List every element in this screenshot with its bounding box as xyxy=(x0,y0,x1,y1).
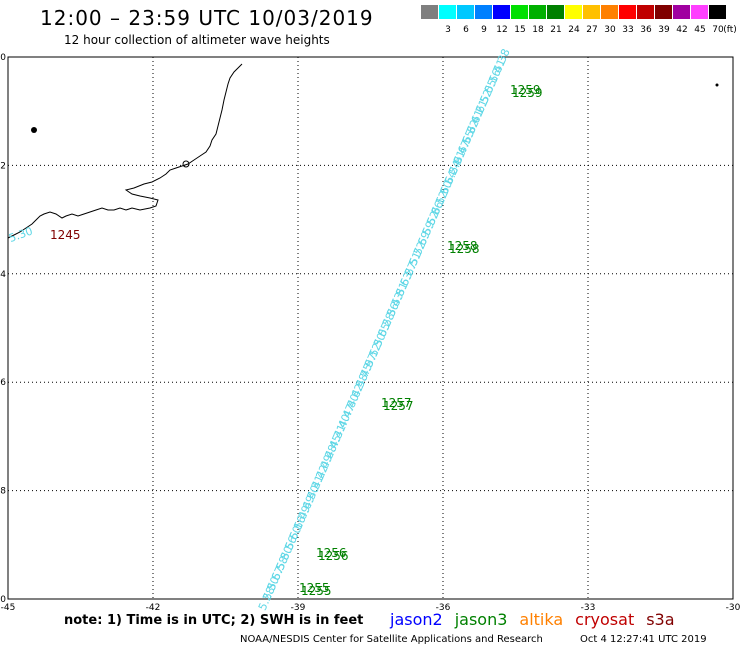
island-marker xyxy=(31,127,37,133)
island-marker xyxy=(715,83,719,87)
pass-labels: 1259125912581258125712571256125612551255… xyxy=(50,83,543,598)
pass-time-label: 1257 xyxy=(383,399,414,413)
legend-label: 42 xyxy=(676,25,688,35)
satellite-label: s3a xyxy=(646,610,675,629)
legend-label: 39 xyxy=(658,25,670,35)
lat-tick-label: -22 xyxy=(0,161,6,171)
legend-label: 27 xyxy=(586,25,598,35)
satellite-label: altika xyxy=(519,610,564,629)
map-title: 12:00 – 23:59 UTC 10/03/2019 xyxy=(40,6,374,30)
pass-time-label: 1257 xyxy=(381,396,412,410)
altimeter-track: 5.385.415.165.056.526.216.416.326.556.47… xyxy=(7,47,513,613)
island-marker xyxy=(182,160,190,168)
lat-tick-label: -26 xyxy=(0,378,6,388)
legend-label: 9 xyxy=(481,25,487,35)
legend-unit: (ft) xyxy=(723,25,737,35)
pass-time-label: 1258 xyxy=(449,242,480,256)
footer-note: note: 1) Time is in UTC; 2) SWH is in fe… xyxy=(64,613,364,628)
legend-label: 15 xyxy=(514,25,526,35)
pass-time-label: 1255 xyxy=(299,581,330,595)
satellite-label: cryosat xyxy=(575,610,635,629)
pass-time-label: 1245 xyxy=(50,228,81,242)
map-frame xyxy=(7,56,734,600)
pass-time-label: 1256 xyxy=(316,546,347,560)
legend-label: 45 xyxy=(694,25,706,35)
pass-time-label: 1258 xyxy=(447,239,478,253)
legend-swatch xyxy=(565,5,582,19)
legend-swatch xyxy=(493,5,510,19)
legend-swatch xyxy=(637,5,654,19)
lon-tick-label: -42 xyxy=(146,603,161,613)
coastline xyxy=(7,63,719,239)
legend-label: 30 xyxy=(604,25,616,35)
legend-swatch xyxy=(709,5,726,19)
legend-label: 3 xyxy=(445,25,451,35)
legend-swatch xyxy=(511,5,528,19)
graticule: -45 -42 -39 -36 -33 -30 -20 -22 -24 -26 -28 -30 xyxy=(0,53,740,613)
legend-swatch xyxy=(619,5,636,19)
legend-swatch xyxy=(583,5,600,19)
legend-swatch xyxy=(439,5,456,19)
lat-tick-label: -24 xyxy=(0,270,6,280)
pass-time-label: 1256 xyxy=(318,549,349,563)
legend-swatch xyxy=(475,5,492,19)
pass-time-label: 1259 xyxy=(510,83,541,97)
legend-label: 24 xyxy=(568,25,580,35)
legend-swatch xyxy=(421,5,438,19)
legend-swatch xyxy=(655,5,672,19)
lat-tick-label: -20 xyxy=(0,53,6,63)
legend-swatch xyxy=(601,5,618,19)
legend-swatch xyxy=(529,5,546,19)
swh-value: 5.30 xyxy=(7,224,34,245)
legend-label: 70 xyxy=(712,25,724,35)
lon-tick-label: -36 xyxy=(436,603,451,613)
pass-time-label: 1255 xyxy=(301,584,332,598)
satellite-legend: jason2 jason3 altika cryosat s3a xyxy=(390,610,687,629)
lon-tick-label: -45 xyxy=(1,603,16,613)
map-subtitle: 12 hour collection of altimeter wave hei… xyxy=(64,33,330,47)
lon-tick-label: -30 xyxy=(726,603,740,613)
legend-swatch xyxy=(547,5,564,19)
lat-tick-label: -28 xyxy=(0,487,6,497)
legend-label: 21 xyxy=(550,25,562,35)
satellite-label: jason3 xyxy=(454,610,508,629)
legend-label: 12 xyxy=(496,25,508,35)
coastline-path xyxy=(7,63,243,239)
lon-tick-label: -39 xyxy=(291,603,306,613)
generated-timestamp: Oct 4 12:27:41 UTC 2019 xyxy=(580,634,707,645)
lon-tick-label: -33 xyxy=(581,603,596,613)
credit-text: NOAA/NESDIS Center for Satellite Applica… xyxy=(240,634,543,645)
legend-label: 18 xyxy=(532,25,544,35)
legend-label: 33 xyxy=(622,25,634,35)
satellite-label: jason2 xyxy=(390,610,443,629)
lat-tick-label: -30 xyxy=(0,595,6,605)
legend-label: 6 xyxy=(463,25,469,35)
legend-swatch xyxy=(457,5,474,19)
legend-label: 36 xyxy=(640,25,652,35)
legend-swatch xyxy=(673,5,690,19)
legend-swatch xyxy=(691,5,708,19)
pass-time-label: 1259 xyxy=(512,86,543,100)
